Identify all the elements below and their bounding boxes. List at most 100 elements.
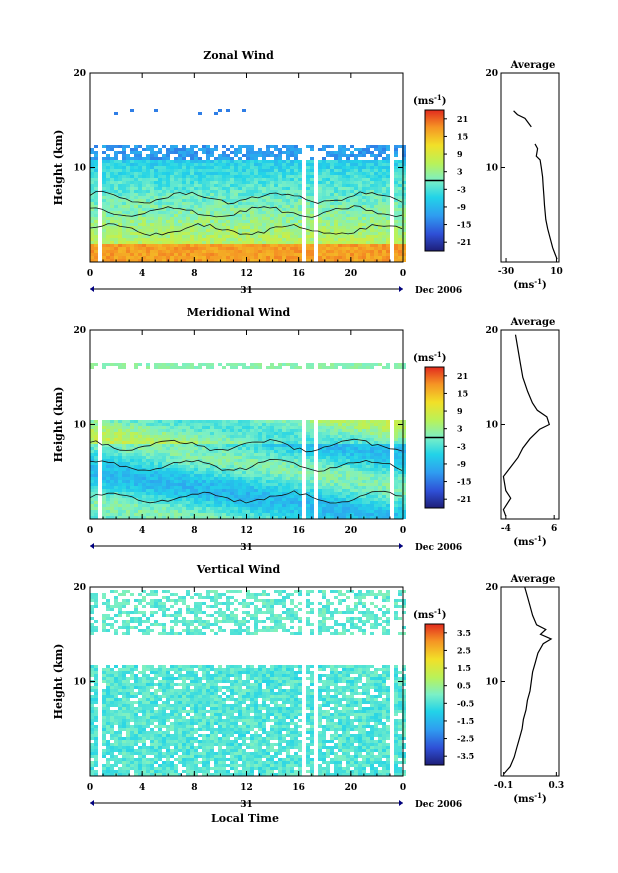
field-cell	[206, 145, 210, 148]
field-cell	[142, 462, 146, 465]
field-cell	[154, 163, 158, 166]
field-cell	[114, 235, 118, 238]
field-cell	[174, 205, 178, 208]
field-cell	[234, 229, 238, 232]
field-cell	[330, 423, 334, 426]
field-cell	[274, 247, 278, 250]
field-cell	[374, 241, 378, 244]
field-cell	[370, 184, 374, 187]
field-cell	[246, 486, 250, 489]
field-cell	[122, 480, 126, 483]
field-cell	[102, 366, 106, 369]
field-cell	[118, 205, 122, 208]
field-cell	[102, 220, 106, 223]
field-cell	[278, 214, 282, 217]
field-cell	[298, 507, 302, 510]
field-cell	[286, 250, 290, 253]
field-cell	[254, 208, 258, 211]
day-axis-left-arrow	[90, 286, 94, 292]
field-cell	[246, 489, 250, 492]
field-cell	[310, 507, 314, 510]
field-cell	[190, 157, 194, 160]
field-cell	[306, 217, 310, 220]
field-cell	[174, 462, 178, 465]
field-cell	[290, 175, 294, 178]
field-cell	[286, 196, 290, 199]
field-cell	[386, 226, 390, 229]
field-cell	[254, 214, 258, 217]
field-cell	[178, 196, 182, 199]
field-cell	[166, 214, 170, 217]
field-cell	[346, 247, 350, 250]
field-cell	[266, 495, 270, 498]
field-cell	[186, 471, 190, 474]
field-cell	[378, 229, 382, 232]
field-cell	[282, 489, 286, 492]
field-cell	[94, 504, 98, 507]
field-cell	[150, 160, 154, 163]
field-cell	[238, 507, 242, 510]
field-cell	[174, 495, 178, 498]
field-cell	[386, 229, 390, 232]
field-cell	[234, 181, 238, 184]
field-cell	[386, 259, 390, 262]
field-cell	[154, 492, 158, 495]
field-cell	[294, 429, 298, 432]
field-cell	[242, 217, 246, 220]
field-cell	[318, 208, 322, 211]
field-cell	[250, 453, 254, 456]
field-cell	[210, 498, 214, 501]
field-cell	[110, 238, 114, 241]
field-cell	[214, 498, 218, 501]
field-cell	[170, 226, 174, 229]
field-cell	[278, 208, 282, 211]
field-cell	[378, 247, 382, 250]
field-cell	[122, 229, 126, 232]
field-cell	[142, 420, 146, 423]
field-cell	[318, 480, 322, 483]
field-cell	[330, 181, 334, 184]
field-cell	[350, 208, 354, 211]
field-cell	[186, 477, 190, 480]
field-cell	[294, 432, 298, 435]
field-cell	[330, 435, 334, 438]
field-cell	[182, 247, 186, 250]
field-cell	[94, 441, 98, 444]
field-cell	[130, 199, 134, 202]
field-cell	[266, 247, 270, 250]
field-cell	[242, 202, 246, 205]
field-cell	[162, 229, 166, 232]
field-cell	[242, 363, 246, 366]
field-cell	[194, 184, 198, 187]
field-cell	[130, 450, 134, 453]
field-cell	[102, 226, 106, 229]
field-cell	[162, 199, 166, 202]
field-cell	[214, 169, 218, 172]
field-cell	[234, 438, 238, 441]
field-cell	[142, 441, 146, 444]
field-cell	[246, 172, 250, 175]
field-cell	[250, 184, 254, 187]
field-cell	[386, 208, 390, 211]
field-cell	[278, 453, 282, 456]
field-cell	[94, 187, 98, 190]
field-cell	[198, 148, 202, 151]
field-cell	[298, 489, 302, 492]
field-cell	[242, 474, 246, 477]
field-cell	[146, 450, 150, 453]
field-cell	[118, 178, 122, 181]
field-cell	[158, 477, 162, 480]
field-cell	[146, 175, 150, 178]
field-cell	[170, 468, 174, 471]
field-cell	[114, 220, 118, 223]
field-cell	[222, 220, 226, 223]
field-cell	[154, 453, 158, 456]
field-cell	[338, 456, 342, 459]
field-cell	[250, 507, 254, 510]
field-cell	[234, 226, 238, 229]
field-cell	[94, 474, 98, 477]
field-cell	[290, 363, 294, 366]
field-cell	[294, 477, 298, 480]
field-cell	[294, 504, 298, 507]
field-cell	[234, 250, 238, 253]
